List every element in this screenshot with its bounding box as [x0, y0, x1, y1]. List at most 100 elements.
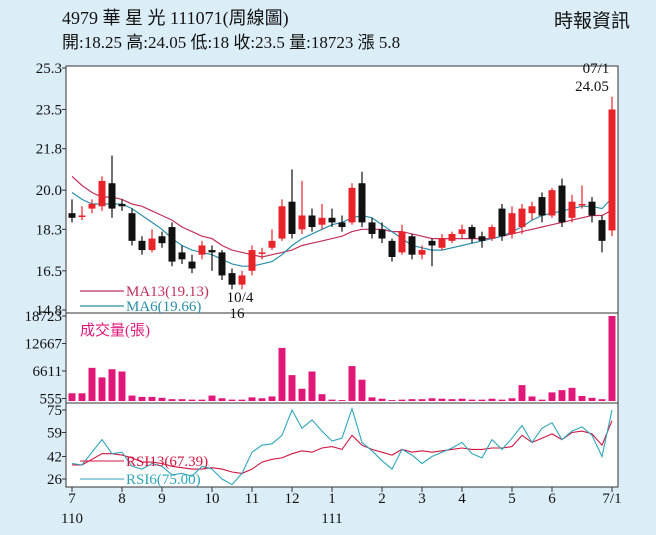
candle-body [208, 250, 216, 253]
candle-body [298, 215, 306, 230]
volume-bar [178, 399, 186, 401]
volume-bar [388, 400, 396, 401]
volume-bar [258, 398, 266, 401]
x-tick-label: 7/1 [602, 491, 621, 507]
x-tick-label: 7 [68, 491, 76, 507]
candle-body [128, 213, 136, 241]
candle-body [238, 275, 246, 285]
volume-tick-label: 6611 [33, 364, 62, 380]
candle-body [78, 215, 86, 218]
candle-body [438, 238, 446, 248]
volume-bar [288, 375, 296, 401]
candle-body [278, 206, 286, 239]
source-label: 時報資訊 [553, 11, 630, 32]
volume-bar [598, 399, 606, 401]
volume-bar [118, 371, 126, 401]
candle-body [418, 250, 426, 255]
candle-body [188, 261, 196, 269]
year-label: 111 [321, 511, 342, 527]
candle-body [428, 240, 436, 246]
price-tick-label: 14.8 [36, 303, 62, 319]
volume-bar [608, 316, 616, 401]
volume-bar [318, 394, 326, 401]
candle-body [578, 203, 586, 206]
x-tick-label: 11 [245, 491, 259, 507]
volume-bar [248, 397, 256, 401]
volume-tick-label: 12667 [25, 336, 63, 352]
x-tick-label: 6 [548, 491, 556, 507]
high-value-annotation: 24.05 [575, 79, 609, 95]
candle-body [258, 252, 266, 254]
volume-bar [398, 399, 406, 401]
rsi13-line [72, 420, 613, 474]
candle-body [598, 220, 606, 241]
volume-bar [438, 398, 446, 401]
volume-label: 成交量(張) [80, 321, 150, 339]
volume-tick-label: 18723 [25, 309, 63, 325]
candle-body [328, 217, 336, 223]
volume-bar [228, 399, 236, 401]
candle-body [488, 227, 496, 239]
x-tick-label: 8 [118, 491, 126, 507]
volume-bar [428, 398, 436, 401]
x-tick-label: 5 [508, 491, 516, 507]
volume-bar [518, 385, 526, 401]
candle-body [468, 227, 476, 239]
candle-body [358, 183, 366, 223]
candle-body [138, 240, 146, 251]
volume-tick-label: 555 [40, 391, 63, 407]
x-tick-label: 3 [418, 491, 426, 507]
volume-bar [138, 396, 146, 401]
candle-body [498, 208, 506, 237]
plot-frame [65, 65, 619, 488]
candle-body [88, 203, 96, 209]
candle-body [118, 203, 126, 207]
candle-body [248, 250, 256, 271]
candle-body [348, 187, 356, 223]
volume-bar [408, 399, 416, 401]
candle-body [538, 197, 546, 216]
volume-bar [148, 396, 156, 401]
high-date-annotation: 07/1 [583, 61, 610, 77]
candle-body [398, 231, 406, 253]
volume-bar [198, 399, 206, 401]
volume-bar [508, 398, 516, 401]
rsi-tick-label: 75 [47, 403, 62, 419]
volume-bar [538, 399, 546, 401]
x-tick-label: 4 [458, 491, 466, 507]
candle-body [198, 245, 206, 255]
candle-body [308, 215, 316, 228]
price-tick-label: 16.5 [36, 264, 62, 280]
volume-bar [568, 387, 576, 401]
volume-bar [418, 399, 426, 401]
candle-body [548, 190, 556, 216]
candle-body [608, 109, 616, 231]
volume-bar [588, 397, 596, 401]
volume-bar [578, 396, 586, 401]
candle-body [218, 252, 226, 276]
volume-bar [448, 399, 456, 401]
chart-title: 4979 華 星 光 111071(周線圖) [62, 8, 289, 28]
x-tick-label: 1 [328, 491, 336, 507]
candle-body [148, 238, 156, 251]
volume-bar [458, 398, 466, 401]
volume-bar [218, 398, 226, 401]
volume-bar [78, 393, 86, 401]
x-tick-label: 12 [285, 491, 300, 507]
candle-body [378, 229, 386, 239]
candle-body [508, 213, 516, 234]
x-tick-label: 9 [158, 491, 166, 507]
volume-bar [558, 390, 566, 401]
volume-bar [208, 395, 216, 401]
candle-body [518, 208, 526, 228]
volume-bar [548, 392, 556, 401]
candle-body [228, 273, 236, 285]
price-tick-label: 21.8 [36, 142, 62, 158]
year-label: 110 [61, 511, 83, 527]
ma13-legend: MA13(19.13) [126, 284, 209, 300]
volume-bar [528, 396, 536, 401]
volume-bar [278, 347, 286, 401]
candle-body [588, 201, 596, 216]
volume-bar [358, 379, 366, 401]
price-tick-label: 25.3 [36, 61, 62, 77]
